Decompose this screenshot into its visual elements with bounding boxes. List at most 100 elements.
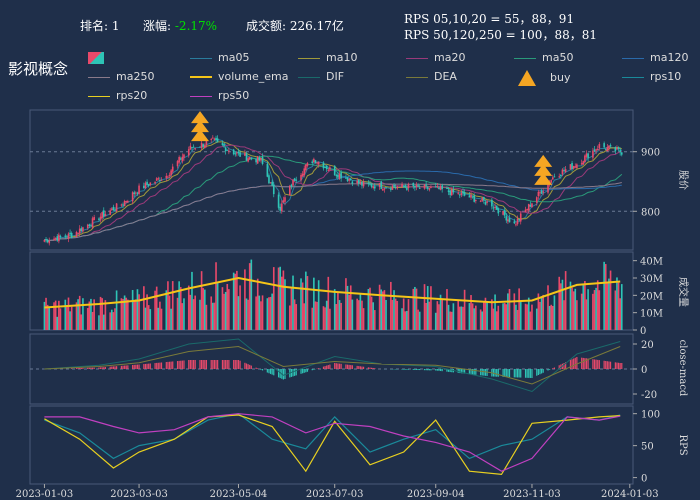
candle-body [67,233,70,239]
volume-bar [471,303,474,330]
candle-body [212,137,214,139]
macd-histogram-bar [595,359,597,369]
macd-histogram-bar [356,365,358,369]
macd-histogram-bar [183,360,185,369]
volume-bar [346,285,349,330]
macd-histogram-bar [558,365,560,369]
macd-histogram-bar [87,367,89,369]
volume-bar [192,299,195,330]
volume-bar [497,305,500,330]
volume-bar [91,311,94,330]
candle-body [237,151,240,153]
candle-body [99,216,102,220]
volume-bar [194,295,196,330]
buy-marker-icon [190,120,209,133]
candle-body [239,152,241,157]
macd-histogram-bar [337,363,339,369]
macd-histogram-bar [581,357,583,369]
volume-bar [199,299,201,330]
candle-body [439,186,442,190]
candle-body [45,239,47,241]
candle-body [282,200,285,203]
candle-body [507,219,509,222]
x-tick-label: 2023-03-03 [110,489,168,500]
volume-bar [70,306,73,330]
line-swatch-icon [622,57,644,59]
buy-marker-icon [190,111,209,124]
line-swatch-icon [88,95,110,97]
candle-body [136,192,139,194]
macd-histogram-bar [468,369,471,375]
macd-histogram-bar [79,368,81,369]
macd-histogram-bar [300,369,302,374]
volume-bar [582,283,585,330]
candle-body [210,138,213,140]
legend-label: rps10 [650,70,682,83]
macd-histogram-bar [228,360,230,369]
candle-body [110,208,113,210]
volume-bar [98,315,100,330]
volume-bar [171,281,174,330]
candle-body [280,203,283,212]
volume-bar [143,286,145,330]
candle-body [596,148,599,150]
macd-histogram-bar [598,360,600,369]
volume-bar [292,275,294,330]
macd-histogram-bar [435,369,437,371]
volume-bar [170,308,172,330]
rps-tick-label: 0 [641,474,647,485]
macd-histogram-bar [215,360,217,369]
candle-body [329,167,331,170]
candle-body [176,161,179,167]
volume-bar [160,308,163,330]
candle-body [547,183,549,193]
volume-bar [325,300,328,330]
macd-histogram-bar [423,369,426,371]
volume-bar [495,311,498,330]
volume-bar [232,272,235,330]
macd-histogram-bar [520,369,522,378]
legend-label: ma50 [542,51,574,64]
macd-histogram-bar [609,361,612,369]
turnover-value: 226.17亿 [289,19,344,33]
volume-bar [288,305,291,330]
candle-body [393,184,395,188]
volume-bar [548,305,551,330]
candle-body [542,191,545,193]
macd-histogram-bar [346,364,349,369]
volume-bar [67,297,70,330]
x-tick-label: 2023-09-04 [407,489,465,500]
macd-histogram-bar [553,367,556,369]
volume-bar [58,300,60,330]
candle-body [513,221,516,224]
macd-histogram-bar [292,369,294,377]
candle-body [288,185,291,196]
macd-histogram-bar [205,360,208,369]
candle-body [143,185,145,189]
line-swatch-icon [406,57,428,59]
candle-body [479,200,482,202]
macd-histogram-bar [204,360,206,369]
volume-bar [155,286,158,330]
legend-item [88,51,110,64]
candle-body [617,147,620,150]
candle-body [271,181,273,186]
volume-bar [80,314,83,330]
macd-histogram-bar [322,366,325,369]
candle-body [316,162,318,164]
candle-body [550,180,553,183]
volume-bar [491,299,493,330]
macd-histogram-bar [428,369,430,371]
volume-bar [54,300,57,330]
volume-bar [165,290,168,330]
volume-bar [157,307,160,330]
macd-histogram-bar [127,365,129,369]
candle-body [481,197,484,201]
volume-bar [135,299,137,330]
legend-label: ma10 [326,51,358,64]
candle-body [391,185,394,190]
candle-body [268,175,270,184]
volume-axis-label: 成交量 [677,277,690,307]
volume-bar [114,308,116,330]
volume-bar [221,287,224,330]
